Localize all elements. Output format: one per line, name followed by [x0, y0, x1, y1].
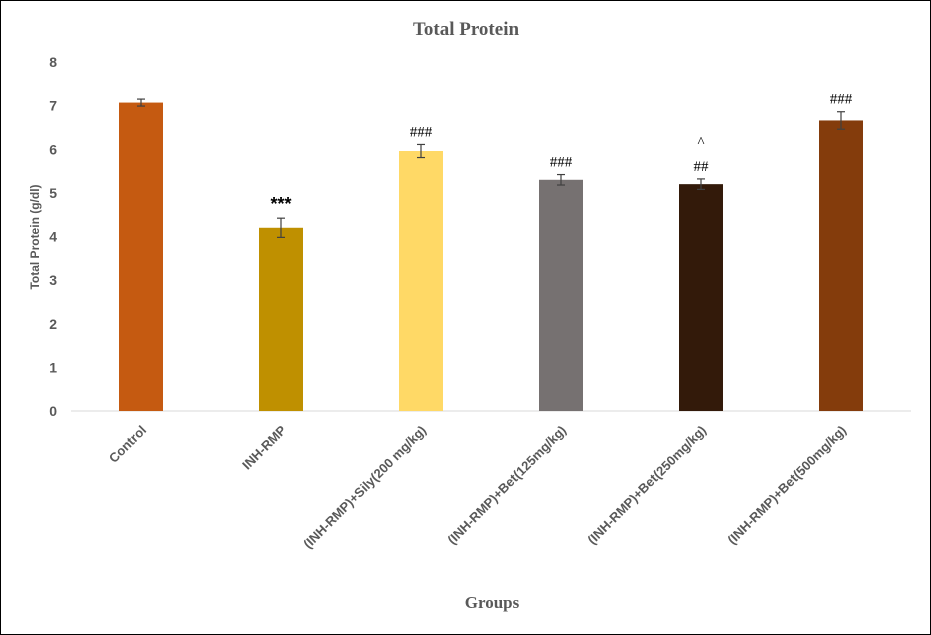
- bar: [119, 102, 163, 411]
- x-tick-label: (INH-RMP)+Sily(200 mg/kg): [300, 423, 429, 552]
- significance-label: ***: [270, 194, 291, 214]
- x-tick-label: Control: [106, 423, 149, 466]
- x-axis-title: Groups: [465, 593, 520, 612]
- y-tick-label: 0: [49, 403, 57, 419]
- significance-label: ###: [550, 155, 573, 171]
- y-tick-label: 1: [49, 359, 57, 375]
- bar: [679, 184, 723, 411]
- x-tick-label: INH-RMP: [239, 422, 289, 472]
- x-tick-label: (INH-RMP)+Bet(250mg/kg): [584, 423, 709, 548]
- y-axis-title: Total Protein (g/dl): [28, 184, 42, 289]
- y-tick-label: 3: [49, 272, 57, 288]
- bar: [399, 150, 443, 411]
- plot-area: 0 1 2 3 4 5 6 7 8 Control *** INH-RMP ### (INH-RMP)+S…: [49, 54, 911, 551]
- significance-label: ^: [697, 135, 704, 151]
- x-tick-label: (INH-RMP)+Bet(500mg/kg): [724, 423, 849, 548]
- bar: [819, 120, 863, 412]
- x-tick-label: (INH-RMP)+Bet(125mg/kg): [444, 423, 569, 548]
- y-tick-label: 4: [49, 229, 57, 245]
- chart-title: Total Protein: [413, 19, 520, 40]
- bar: [259, 227, 303, 411]
- y-tick-label: 6: [49, 141, 57, 157]
- bar: [539, 179, 583, 411]
- y-tick-label: 2: [49, 316, 57, 332]
- y-tick-label: 5: [49, 185, 57, 201]
- significance-label: ###: [830, 92, 853, 108]
- significance-label: ##: [694, 159, 710, 175]
- significance-label: ###: [410, 124, 433, 140]
- y-tick-label: 7: [49, 98, 57, 114]
- y-tick-label: 8: [49, 54, 57, 70]
